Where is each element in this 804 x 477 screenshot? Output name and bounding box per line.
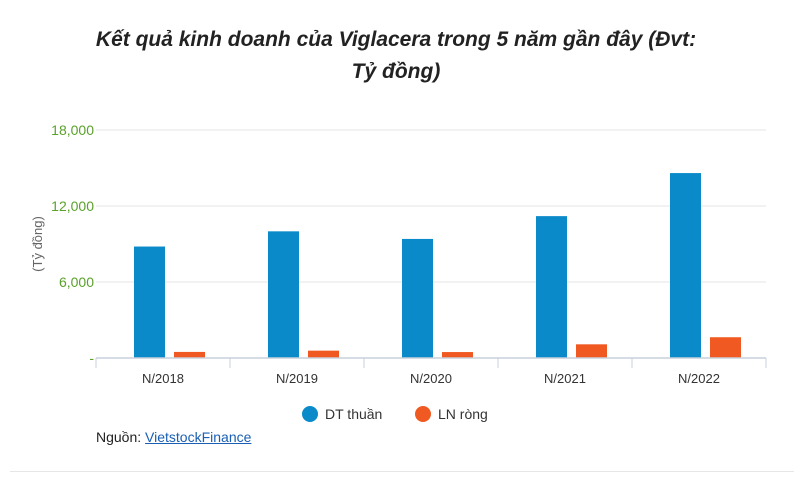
y-tick-label: 12,000: [51, 198, 94, 214]
x-tick-label: N/2019: [276, 371, 318, 386]
legend-marker: [415, 406, 431, 422]
x-tick-label: N/2018: [142, 371, 184, 386]
bar-ln-rong[interactable]: [442, 352, 473, 358]
chart-title-line2: Tỷ đồng): [352, 60, 441, 83]
bar-dt-thuan[interactable]: [402, 238, 433, 358]
source-line: Nguồn: VietstockFinance: [96, 429, 251, 445]
bar-ln-rong[interactable]: [576, 344, 607, 358]
legend-label[interactable]: DT thuần: [325, 406, 382, 422]
x-tick-label: N/2021: [544, 371, 586, 386]
bar-ln-rong[interactable]: [174, 351, 205, 358]
bar-dt-thuan[interactable]: [536, 216, 567, 358]
bottom-divider: [10, 471, 794, 472]
x-tick-label: N/2020: [410, 371, 452, 386]
source-link[interactable]: VietstockFinance: [145, 429, 252, 445]
source-prefix: Nguồn:: [96, 429, 146, 445]
bar-dt-thuan[interactable]: [670, 173, 701, 358]
legend-marker: [302, 406, 318, 422]
y-axis-label: (Tỷ đồng): [30, 216, 45, 272]
bar-ln-rong[interactable]: [308, 350, 339, 358]
bar-ln-rong[interactable]: [710, 337, 741, 358]
x-tick-label: N/2022: [678, 371, 720, 386]
y-tick-label: 18,000: [51, 122, 94, 138]
bar-dt-thuan[interactable]: [134, 246, 165, 358]
bar-dt-thuan[interactable]: [268, 231, 299, 358]
chart-title-line1: Kết quả kinh doanh của Viglacera trong 5…: [96, 28, 696, 51]
y-tick-label: -: [89, 350, 94, 366]
y-tick-label: 6,000: [59, 274, 94, 290]
legend-label[interactable]: LN ròng: [438, 406, 488, 422]
